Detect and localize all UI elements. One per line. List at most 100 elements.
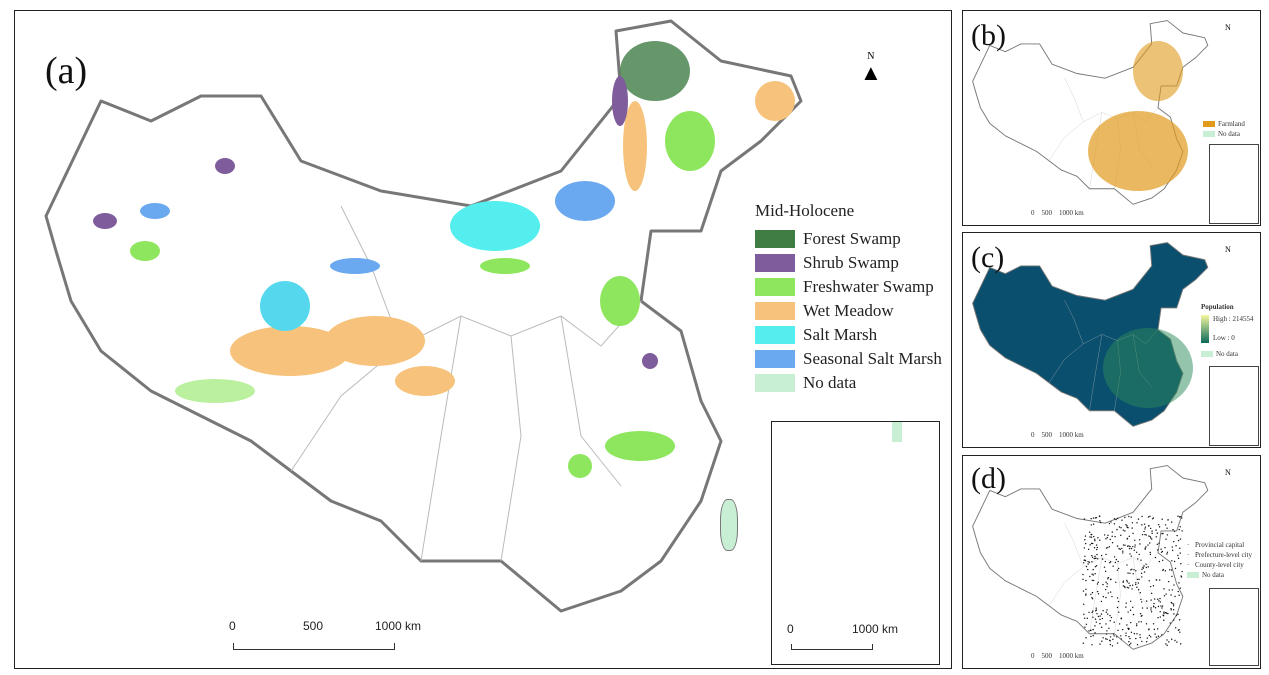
city-point	[1113, 621, 1115, 623]
city-point	[1140, 598, 1142, 601]
city-point	[1120, 527, 1122, 529]
city-point	[1131, 568, 1133, 570]
legend-label: Seasonal Salt Marsh	[803, 349, 942, 368]
legend-item: Forest Swamp	[755, 227, 942, 251]
city-point	[1101, 617, 1104, 620]
city-point	[1102, 637, 1104, 639]
city-point	[1163, 612, 1165, 615]
city-point	[1083, 613, 1085, 616]
city-point	[1180, 643, 1182, 645]
legend-label: Provincial capital	[1195, 540, 1245, 549]
city-point	[1092, 628, 1094, 631]
city-point	[1084, 535, 1087, 537]
city-point	[1155, 536, 1157, 538]
city-point	[1141, 614, 1143, 617]
city-point	[1136, 578, 1139, 581]
city-point	[1082, 590, 1085, 592]
farmland-map	[972, 20, 1209, 205]
city-point	[1146, 607, 1148, 609]
city-point	[1151, 538, 1153, 540]
city-point	[1167, 612, 1169, 615]
city-point	[1096, 548, 1098, 551]
city-point	[1091, 561, 1093, 563]
legend-label: No data	[1216, 349, 1238, 358]
city-point	[1086, 617, 1089, 620]
legend-item: Seasonal Salt Marsh	[755, 347, 942, 371]
city-point	[1171, 549, 1174, 552]
city-point	[1113, 518, 1116, 520]
city-point	[1177, 557, 1180, 559]
city-point	[1165, 612, 1168, 614]
city-point	[1135, 582, 1137, 584]
inset-map	[1209, 366, 1259, 446]
city-point	[1093, 557, 1095, 560]
city-point	[1087, 561, 1089, 563]
city-points	[1082, 515, 1183, 647]
city-point	[1149, 553, 1152, 556]
city-point	[1106, 536, 1108, 539]
city-point	[1162, 532, 1164, 535]
city-point	[1158, 542, 1160, 544]
city-point	[1169, 622, 1171, 624]
city-point	[1097, 581, 1100, 583]
city-point	[1149, 527, 1152, 530]
city-point	[1099, 515, 1101, 518]
city-point	[1083, 562, 1085, 564]
city-point	[1090, 534, 1092, 536]
city-point	[1177, 629, 1180, 631]
city-point	[1120, 638, 1122, 640]
city-point	[1085, 579, 1087, 582]
city-point	[1178, 528, 1180, 531]
city-point	[1090, 542, 1093, 545]
city-point	[1085, 594, 1087, 596]
city-point	[1144, 533, 1146, 536]
city-point	[1128, 547, 1131, 550]
city-point	[1126, 586, 1129, 589]
city-point	[1163, 611, 1165, 613]
city-point	[1090, 536, 1093, 538]
city-point	[1084, 626, 1086, 628]
city-point	[1178, 582, 1180, 584]
city-point	[1165, 593, 1167, 595]
city-point	[1140, 621, 1142, 623]
population-map	[972, 242, 1209, 427]
city-point	[1147, 516, 1150, 518]
city-point	[1083, 603, 1085, 605]
city-point	[1085, 623, 1088, 625]
city-point	[1122, 544, 1125, 546]
city-point	[1181, 530, 1183, 532]
legend-label: No data	[803, 373, 857, 392]
city-point	[1108, 627, 1110, 630]
city-point	[1108, 522, 1111, 525]
city-point	[1144, 528, 1146, 530]
city-point	[1166, 551, 1169, 553]
city-point	[1122, 550, 1124, 552]
city-point	[1177, 590, 1179, 593]
city-point	[1141, 568, 1143, 571]
city-point	[1102, 583, 1104, 586]
city-point	[1105, 611, 1107, 613]
city-point	[1126, 538, 1128, 540]
legend-item: Salt Marsh	[755, 323, 942, 347]
city-point	[1103, 534, 1106, 536]
city-point	[1129, 637, 1131, 640]
inset-map	[1209, 588, 1259, 666]
city-point	[1136, 643, 1139, 646]
city-point	[1087, 563, 1089, 565]
city-point	[1125, 634, 1127, 637]
panel-a-label: (a)	[45, 50, 88, 92]
city-point	[1122, 552, 1124, 554]
city-point	[1099, 520, 1101, 522]
city-point	[1151, 530, 1153, 532]
city-point	[1106, 638, 1108, 641]
scale-bar: 0 500 1000 km	[1031, 431, 1084, 439]
city-point	[1123, 585, 1126, 588]
city-point	[1146, 641, 1148, 643]
city-point	[1088, 531, 1091, 533]
city-point	[1088, 611, 1090, 614]
city-point	[1117, 629, 1119, 632]
city-point	[1117, 600, 1120, 603]
city-point	[1179, 552, 1181, 554]
city-point	[1099, 539, 1101, 541]
city-point	[1106, 613, 1109, 615]
